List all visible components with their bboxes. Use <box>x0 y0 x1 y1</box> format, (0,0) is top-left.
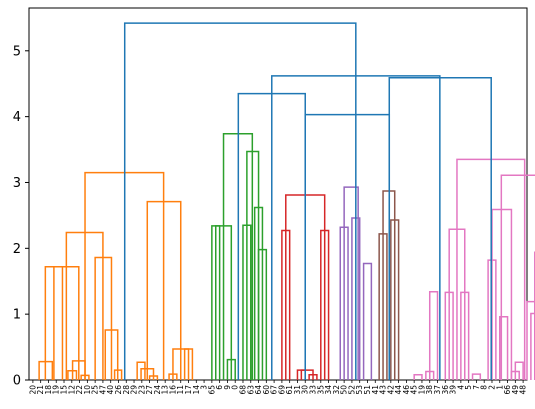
dendrogram-link-60 <box>304 113 391 380</box>
leaf-label-51: 38 <box>425 385 434 395</box>
leaf-label-36: 33 <box>309 385 318 395</box>
y-axis: 0 1 2 3 4 5 <box>13 44 29 389</box>
leaf-label-39: 32 <box>332 385 341 395</box>
dendrogram-link-34 <box>362 262 373 380</box>
leaf-label-41: 52 <box>347 385 356 395</box>
leaf-label-49: 45 <box>410 385 419 395</box>
leaf-label-28: 63 <box>246 385 255 395</box>
leaf-label-29: 64 <box>254 385 263 395</box>
x-axis: 2021181915122210254740262829232724131611… <box>28 380 528 395</box>
leaf-label-42: 53 <box>355 385 364 395</box>
leaf-label-13: 29 <box>130 385 139 395</box>
leaf-label-52: 37 <box>433 385 442 395</box>
leaf-label-56: 5 <box>464 385 473 390</box>
leaf-label-14: 23 <box>137 385 146 395</box>
y-tick-label-2: 2 <box>13 242 21 257</box>
leaf-label-17: 13 <box>161 385 170 395</box>
axes-border <box>28 7 528 381</box>
leaf-label-0: 20 <box>28 385 37 395</box>
leaf-label-27: 68 <box>238 385 247 395</box>
leaf-label-43: 51 <box>363 385 372 395</box>
leaf-label-54: 39 <box>449 385 458 395</box>
dendrogram-link-44 <box>471 373 482 380</box>
y-tick-label-5: 5 <box>13 44 21 59</box>
y-tick-label-0: 0 <box>13 374 21 389</box>
dendrogram-links <box>38 22 535 380</box>
leaf-label-47: 44 <box>394 385 403 395</box>
dendrogram-link-47 <box>499 316 509 380</box>
leaf-label-12: 28 <box>122 385 131 395</box>
leaf-label-62: 49 <box>511 385 520 395</box>
y-tick-label-3: 3 <box>13 176 21 191</box>
leaf-label-25: 9 <box>223 385 232 390</box>
leaf-label-46: 42 <box>386 385 395 395</box>
dendrogram-link-57 <box>500 174 535 380</box>
leaf-label-32: 69 <box>277 385 286 395</box>
leaf-label-37: 35 <box>316 385 325 395</box>
leaf-label-2: 18 <box>44 385 53 395</box>
leaf-label-11: 26 <box>114 385 123 395</box>
leaf-label-3: 19 <box>52 385 61 395</box>
leaf-label-18: 16 <box>168 385 177 395</box>
leaf-label-19: 11 <box>176 385 185 395</box>
dendrogram-link-35 <box>343 186 359 380</box>
leaf-label-23: 65 <box>207 385 216 395</box>
leaf-label-60: 1 <box>495 385 504 390</box>
leaf-label-26: 0 <box>231 385 240 390</box>
dendrogram-link-49 <box>514 361 524 380</box>
leaf-label-4: 15 <box>60 385 69 395</box>
leaf-label-21: 14 <box>192 385 201 395</box>
axes-frame <box>28 7 528 381</box>
leaf-label-59: 2 <box>487 385 496 390</box>
leaf-label-61: 66 <box>503 385 512 395</box>
leaf-label-6: 22 <box>75 385 84 395</box>
leaf-label-63: 48 <box>519 385 528 395</box>
leaf-label-15: 27 <box>145 385 154 395</box>
leaf-label-48: 46 <box>402 385 411 395</box>
leaf-label-35: 30 <box>301 385 310 395</box>
leaf-label-57: 7 <box>472 385 481 390</box>
leaf-label-58: 8 <box>480 385 489 390</box>
leaf-label-38: 34 <box>324 385 333 395</box>
leaf-label-55: 4 <box>456 385 465 390</box>
leaf-label-16: 24 <box>153 385 162 395</box>
leaf-label-33: 61 <box>285 385 294 395</box>
leaf-label-53: 36 <box>441 385 450 395</box>
leaf-label-1: 21 <box>36 385 45 395</box>
y-tick-label-4: 4 <box>13 110 21 125</box>
leaf-label-5: 12 <box>67 385 76 395</box>
dendrogram-link-10 <box>136 361 146 380</box>
leaf-label-40: 50 <box>340 385 349 395</box>
leaf-label-30: 60 <box>262 385 271 395</box>
dendrogram-link-41 <box>428 291 439 380</box>
leaf-label-34: 31 <box>293 385 302 395</box>
leaf-label-24: 6 <box>215 385 224 390</box>
leaf-label-9: 47 <box>98 385 107 395</box>
leaf-label-44: 41 <box>371 385 380 395</box>
leaf-label-50: 19 <box>417 385 426 395</box>
y-tick-label-1: 1 <box>13 308 21 323</box>
leaf-label-10: 40 <box>106 385 115 395</box>
leaf-label-8: 25 <box>91 385 100 395</box>
dendrogram-link-29 <box>300 369 314 380</box>
leaf-label-20: 17 <box>184 385 193 395</box>
dendrogram-link-39 <box>413 373 423 380</box>
leaf-label-7: 10 <box>83 385 92 395</box>
leaf-label-22: 3 <box>200 385 209 390</box>
dendrogram-link-63 <box>123 22 357 380</box>
leaf-label-31: 67 <box>270 385 279 395</box>
leaf-label-45: 43 <box>379 385 388 395</box>
